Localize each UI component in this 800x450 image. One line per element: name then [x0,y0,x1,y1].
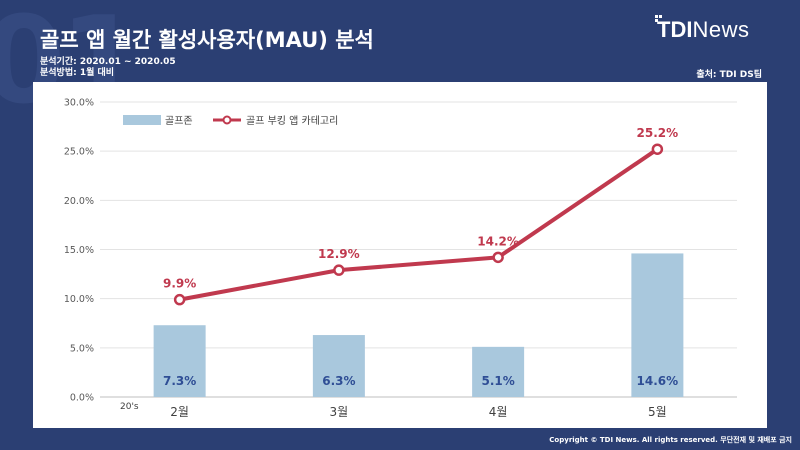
bar [472,346,525,397]
copyright-notice: Copyright © TDI News. All rights reserve… [549,436,792,444]
legend-label: 골프존 [165,115,193,127]
y-tick-label: 0.0% [70,393,94,404]
x-tick-label: 2월 [170,405,189,419]
bar-value-label: 6.3% [322,374,355,388]
x-tick-label: 3월 [330,405,349,419]
bar-value-label: 5.1% [481,374,514,388]
series-line [179,147,659,302]
line-series [173,143,664,306]
x-axis-tick-labels: 2월 3월 4월 5월 [170,405,666,419]
y-tick-label: 10.0% [64,294,94,305]
line-value-label: 12.9% [318,247,360,261]
line-value-label: 14.2% [477,234,519,248]
analysis-method: 분석방법: 1월 대비 [40,68,115,78]
bar-value-label: 14.6% [637,374,679,388]
line-point [651,143,664,155]
chart-panel: 0.0% 5.0% 10.0% 15.0% 20.0% 25.0% 30.0% 7.3% 6.… [33,82,767,428]
bar [631,253,684,397]
legend-bar-swatch [123,115,161,125]
brand-logo: TDINews [657,17,749,43]
line-value-labels: 9.9% 12.9% 14.2% 25.2% [163,126,678,290]
logo-light-text: News [692,17,750,42]
legend-line-marker [222,115,232,125]
source-note: 출처: TDI DS팀 [696,70,762,80]
analysis-meta: 분석기간: 2020.01 ~ 2020.05 분석방법: 1월 대비 [40,57,176,79]
y-tick-label: 15.0% [64,245,94,256]
y-tick-label: 30.0% [64,98,94,109]
legend: 골프존 골프 부킹 앱 카테고리 [123,115,338,127]
line-value-label: 25.2% [637,126,679,140]
bar-value-label: 7.3% [163,374,196,388]
bar [153,325,206,397]
chart-svg: 0.0% 5.0% 10.0% 15.0% 20.0% 25.0% 30.0% 7.3% 6.… [64,98,737,419]
x-tick-label: 5월 [648,405,667,419]
x-tick-label: 4월 [489,405,508,419]
bar [312,335,365,397]
y-tick-label: 25.0% [64,147,94,158]
line-point [333,264,345,276]
line-point [492,251,504,264]
y-tick-label: 5.0% [70,343,94,354]
corner-label: 20's [120,402,139,412]
legend-label: 골프 부킹 앱 카테고리 [246,115,338,127]
logo-dots-icon [655,15,662,22]
logo-bold-text: TDI [657,17,693,42]
y-tick-label: 20.0% [64,196,94,207]
analysis-period: 분석기간: 2020.01 ~ 2020.05 [40,57,176,67]
line-point [173,293,186,306]
bar-series [153,253,684,397]
line-value-label: 9.9% [163,277,196,291]
page-title: 골프 앱 월간 활성사용자(MAU) 분석 [40,28,374,52]
gridlines [100,101,737,398]
bar-value-labels: 7.3% 6.3% 5.1% 14.6% [163,374,678,388]
y-axis-tick-labels: 0.0% 5.0% 10.0% 15.0% 20.0% 25.0% 30.0% [64,98,94,404]
